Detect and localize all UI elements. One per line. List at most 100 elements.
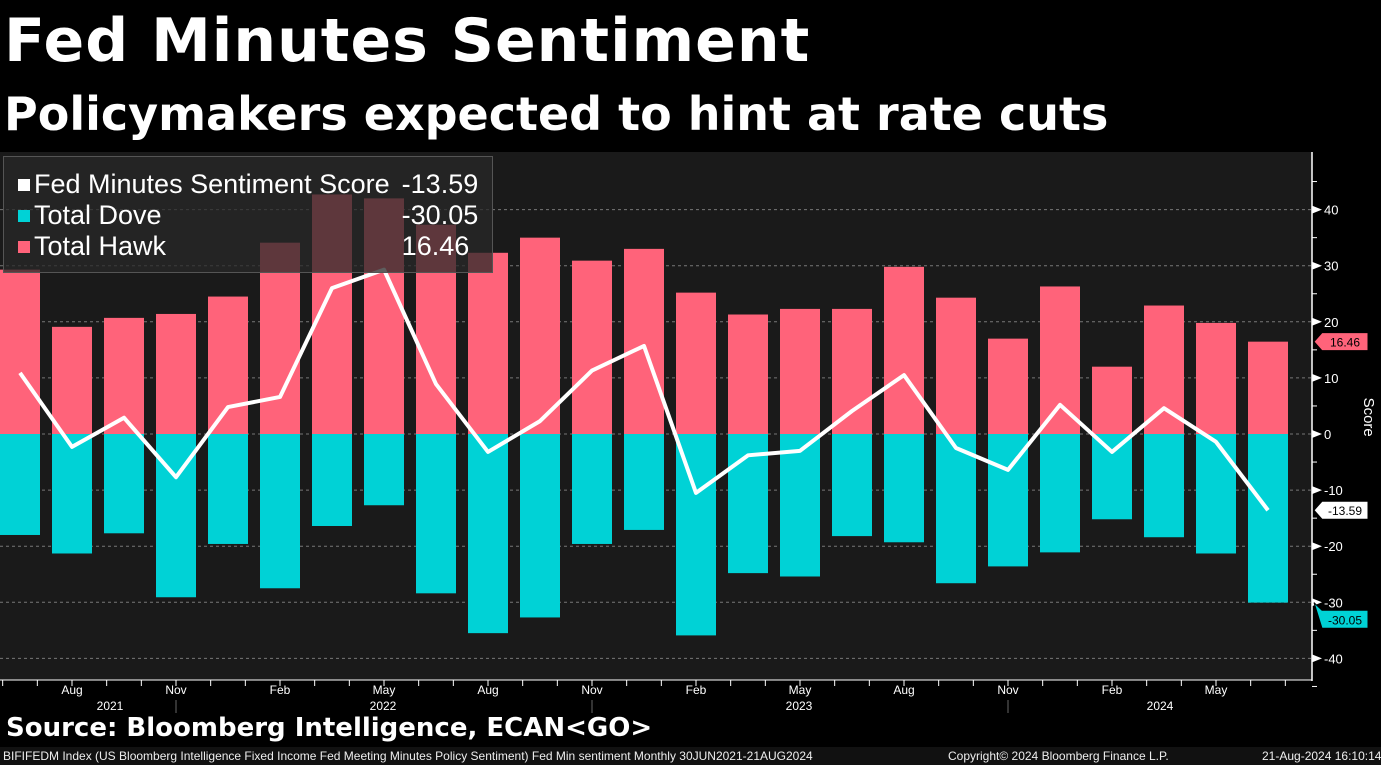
x-tick-label: Feb	[270, 683, 291, 697]
x-tick-label: Nov	[165, 683, 186, 697]
last-value-label: 16.46	[1330, 336, 1360, 350]
y-tick-label: 40	[1324, 203, 1338, 218]
y-tick-marker	[1312, 486, 1322, 495]
legend-swatch	[18, 240, 30, 253]
dove-bar	[0, 434, 40, 535]
hawk-bar	[1040, 286, 1080, 434]
hawk-bar	[572, 260, 612, 434]
x-tick-label: May	[789, 683, 812, 697]
dove-bar	[520, 434, 560, 618]
hawk-bar	[1196, 322, 1236, 434]
last-value-tag	[1313, 500, 1369, 520]
y-tick-label: -30	[1324, 595, 1343, 610]
x-tick-label: May	[1205, 683, 1228, 697]
y-tick-marker	[1312, 542, 1322, 551]
hawk-bar	[208, 296, 248, 434]
y-tick-label: -10	[1324, 483, 1343, 498]
dove-bar	[260, 434, 300, 589]
x-year-label: 2023	[786, 699, 813, 713]
legend-label-score: Fed Minutes Sentiment Score	[34, 169, 390, 199]
hawk-bar	[884, 266, 924, 434]
hawk-bar	[52, 326, 92, 434]
y-tick-label: -20	[1324, 539, 1343, 554]
x-tick-label: Nov	[581, 683, 602, 697]
legend: Fed Minutes Sentiment Score -13.59 Total…	[3, 156, 494, 273]
dove-bar	[52, 434, 92, 554]
dove-bar	[780, 434, 820, 577]
dove-bar	[1092, 434, 1132, 520]
last-value-tag	[1313, 332, 1369, 352]
dove-bar	[312, 434, 352, 527]
y-tick-marker	[1312, 373, 1322, 382]
legend-label-hawk: Total Hawk	[34, 231, 167, 261]
y-tick-label: 20	[1324, 315, 1338, 330]
hawk-bar	[520, 237, 560, 434]
legend-value-score: -13.59	[401, 169, 479, 199]
x-tick-label: Aug	[61, 683, 82, 697]
x-tick-label: Nov	[997, 683, 1018, 697]
dove-bar	[624, 434, 664, 530]
hawk-bar	[728, 314, 768, 434]
last-value-label: -30.05	[1328, 613, 1362, 627]
chart-title: Fed Minutes Sentiment	[4, 6, 811, 76]
x-year-label: 2024	[1147, 699, 1174, 713]
y-tick-marker	[1312, 317, 1322, 326]
hawk-bar	[260, 242, 300, 434]
y-tick-label: 30	[1324, 259, 1338, 274]
hawk-bar	[936, 297, 976, 434]
y-tick-marker	[1312, 654, 1322, 663]
hawk-bar	[832, 308, 872, 434]
last-value-tag	[1313, 602, 1369, 629]
footer-description: BIFIFEDM Index (US Bloomberg Intelligenc…	[3, 749, 813, 763]
legend-item-dove: Total Dove	[18, 200, 390, 231]
x-tick-label: Aug	[893, 683, 914, 697]
dove-bar	[1040, 434, 1080, 553]
y-tick-label: 0	[1324, 427, 1331, 442]
dove-bar	[364, 434, 404, 506]
y-axis-label: Score	[1360, 398, 1377, 437]
hawk-bar	[676, 292, 716, 434]
x-tick-label: Aug	[477, 683, 498, 697]
dove-bar	[676, 434, 716, 636]
dove-bar	[468, 434, 508, 634]
dove-bar	[572, 434, 612, 544]
hawk-bar	[988, 338, 1028, 434]
dove-bar	[884, 434, 924, 543]
x-year-label: 2022	[370, 699, 397, 713]
hawk-bar	[104, 317, 144, 434]
legend-item-hawk: Total Hawk	[18, 231, 390, 262]
footer: BIFIFEDM Index (US Bloomberg Intelligenc…	[0, 747, 1381, 765]
legend-value-hawk: 16.46	[401, 231, 470, 261]
hawk-bar	[0, 269, 40, 434]
dove-bar	[416, 434, 456, 594]
dove-bar	[1248, 434, 1288, 603]
legend-label-dove: Total Dove	[34, 200, 162, 230]
hawk-bar	[624, 248, 664, 434]
dove-bar	[1196, 434, 1236, 554]
hawk-bar	[1092, 366, 1132, 434]
y-tick-marker	[1312, 205, 1322, 214]
dove-bar	[936, 434, 976, 584]
footer-copyright: Copyright© 2024 Bloomberg Finance L.P.	[948, 749, 1169, 763]
hawk-bar	[1248, 341, 1288, 434]
dove-bar	[208, 434, 248, 544]
x-tick-label: May	[373, 683, 396, 697]
legend-swatch	[18, 209, 30, 222]
x-tick-label: Feb	[686, 683, 707, 697]
last-value-label: -13.59	[1328, 504, 1362, 518]
hawk-bar	[1144, 305, 1184, 434]
y-tick-label: 10	[1324, 371, 1338, 386]
legend-value-dove: -30.05	[401, 200, 479, 230]
y-tick-marker	[1312, 261, 1322, 270]
dove-bar	[832, 434, 872, 537]
hawk-bar	[468, 252, 508, 434]
footer-timestamp: 21-Aug-2024 16:10:14	[1262, 749, 1381, 763]
hawk-bar	[780, 308, 820, 434]
hawk-bar	[156, 313, 196, 434]
legend-swatch	[18, 178, 30, 191]
y-tick-marker	[1312, 430, 1322, 438]
dove-bar	[104, 434, 144, 534]
dove-bar	[1144, 434, 1184, 538]
legend-item-score: Fed Minutes Sentiment Score	[18, 169, 390, 200]
x-tick-label: Feb	[1102, 683, 1123, 697]
